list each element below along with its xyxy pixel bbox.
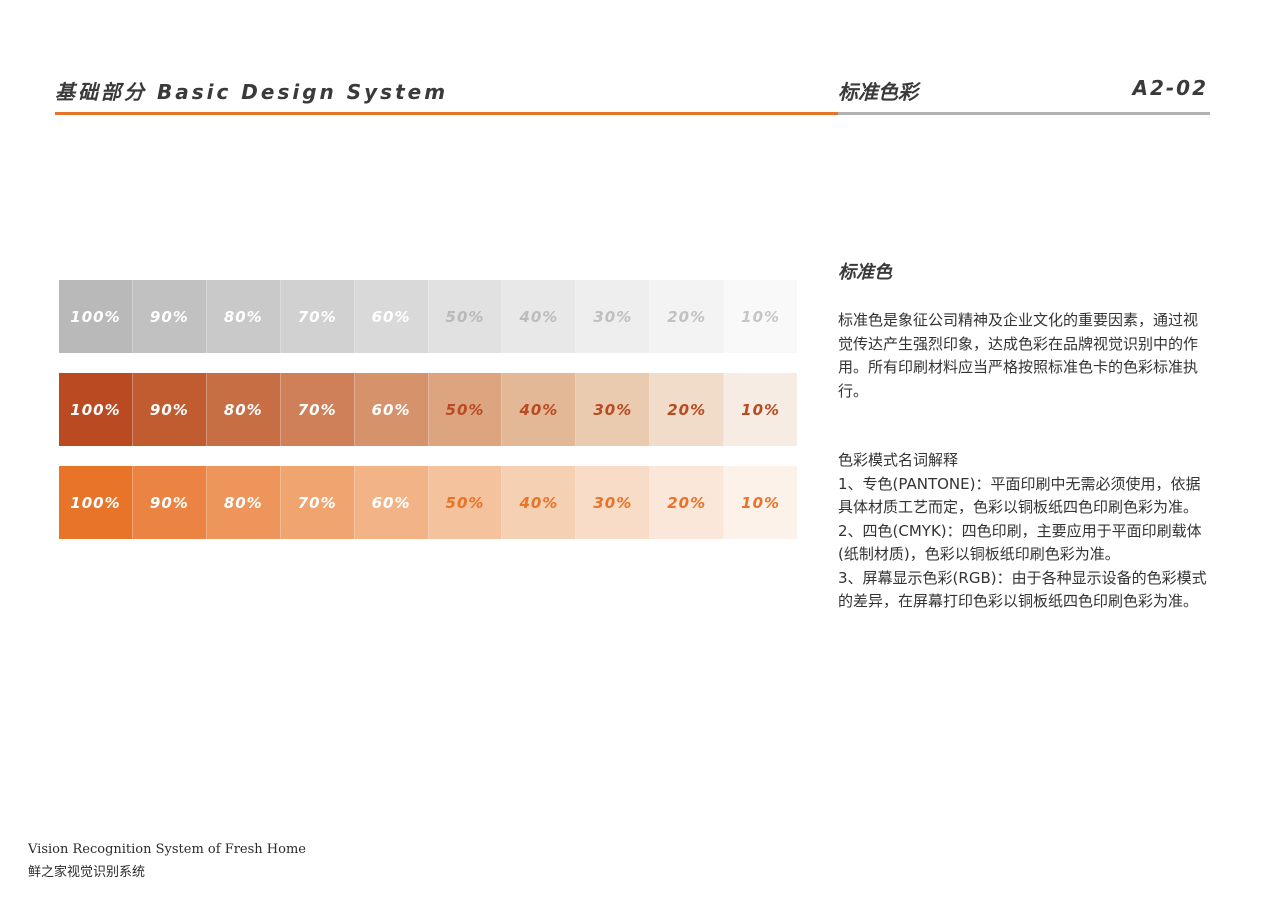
swatch-gray-90: 90% xyxy=(132,280,207,353)
swatch-dark-orange-40: 40% xyxy=(502,373,577,446)
swatch-orange-90: 90% xyxy=(132,466,207,539)
swatch-gray-80: 80% xyxy=(206,280,281,353)
page-code: A2-02 xyxy=(1132,76,1208,100)
swatch-gray-20: 20% xyxy=(650,280,725,353)
terms-heading: 色彩模式名词解释 xyxy=(838,451,959,469)
footer-english: Vision Recognition System of Fresh Home xyxy=(28,842,306,857)
swatch-orange-10: 10% xyxy=(724,466,798,539)
section-title: 标准色彩 xyxy=(838,80,918,104)
swatch-dark-orange-30: 30% xyxy=(576,373,651,446)
swatch-dark-orange-90: 90% xyxy=(132,373,207,446)
term-item: 2、四色(CMYK)：四色印刷，主要应用于平面印刷载体(纸制材质)，色彩以铜板纸… xyxy=(838,521,1202,564)
swatch-gray-100: 100% xyxy=(59,280,133,353)
footer-chinese: 鲜之家视觉识别系统 xyxy=(28,865,146,880)
swatch-row-dark-orange: 100% 90% 80% 70% 60% 50% 40% 30% 20% 10% xyxy=(59,373,798,446)
header-rule-orange xyxy=(55,112,838,115)
swatch-gray-60: 60% xyxy=(354,280,429,353)
swatch-orange-40: 40% xyxy=(502,466,577,539)
swatch-orange-60: 60% xyxy=(354,466,429,539)
swatch-gray-10: 10% xyxy=(724,280,798,353)
swatch-orange-30: 30% xyxy=(576,466,651,539)
panel-description: 标准色是象征公司精神及企业文化的重要因素，通过视觉传达产生强烈印象，达成色彩在品… xyxy=(838,311,1199,400)
swatch-gray-30: 30% xyxy=(576,280,651,353)
swatch-dark-orange-60: 60% xyxy=(354,373,429,446)
swatch-orange-100: 100% xyxy=(59,466,133,539)
swatch-dark-orange-100: 100% xyxy=(59,373,133,446)
header-title: 基础部分 Basic Design System xyxy=(55,80,449,104)
swatch-dark-orange-80: 80% xyxy=(206,373,281,446)
term-item: 3、屏幕显示色彩(RGB)：由于各种显示设备的色彩模式的差异，在屏幕打印色彩以铜… xyxy=(838,568,1207,611)
swatch-dark-orange-20: 20% xyxy=(650,373,725,446)
swatch-orange-20: 20% xyxy=(650,466,725,539)
swatch-orange-70: 70% xyxy=(280,466,355,539)
swatch-dark-orange-10: 10% xyxy=(724,373,798,446)
swatch-row-orange: 100% 90% 80% 70% 60% 50% 40% 30% 20% 10% xyxy=(59,466,798,539)
swatch-gray-50: 50% xyxy=(428,280,503,353)
swatch-dark-orange-70: 70% xyxy=(280,373,355,446)
swatch-dark-orange-50: 50% xyxy=(428,373,503,446)
term-item: 1、专色(PANTONE)：平面印刷中无需必须使用，依据具体材质工艺而定，色彩以… xyxy=(838,474,1201,517)
panel-title: 标准色 xyxy=(838,262,892,283)
swatch-orange-80: 80% xyxy=(206,466,281,539)
swatch-orange-50: 50% xyxy=(428,466,503,539)
swatch-row-gray: 100% 90% 80% 70% 60% 50% 40% 30% 20% 10% xyxy=(59,280,798,353)
terms-section: 色彩模式名词解释 1、专色(PANTONE)：平面印刷中无需必须使用，依据具体材… xyxy=(838,449,1212,614)
swatch-gray-70: 70% xyxy=(280,280,355,353)
swatch-gray-40: 40% xyxy=(502,280,577,353)
header-rule-gray xyxy=(838,112,1210,115)
